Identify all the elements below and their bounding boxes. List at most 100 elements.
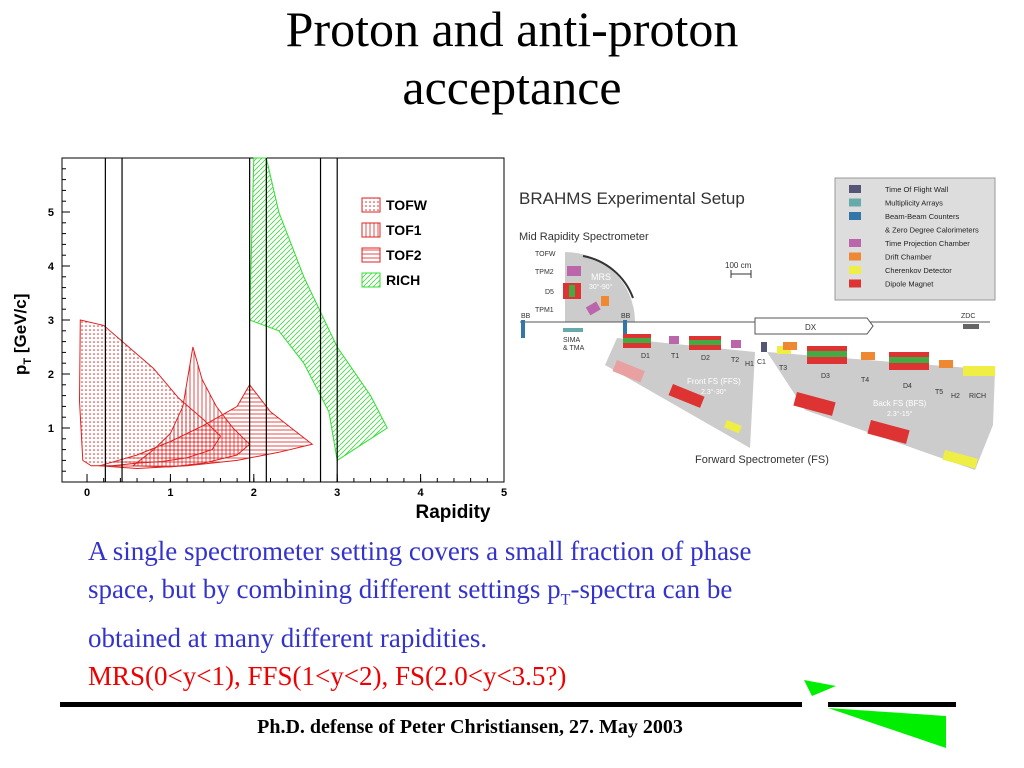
zdc bbox=[963, 324, 979, 329]
mrs-label: Mid Rapidity Spectrometer bbox=[519, 231, 649, 243]
brahms-logo bbox=[804, 680, 946, 748]
body-line-3: obtained at many different rapidities. bbox=[88, 623, 488, 654]
legend-swatch-tofw bbox=[361, 197, 381, 213]
h1-label: H1 bbox=[745, 361, 754, 368]
ffs-label: Front FS (FFS) bbox=[687, 377, 741, 386]
rich-detector bbox=[963, 366, 995, 376]
d4-core bbox=[889, 357, 929, 363]
h2-label: H2 bbox=[951, 393, 960, 400]
tpm2-label: TPM2 bbox=[535, 269, 554, 276]
tpm1-label: TPM1 bbox=[535, 307, 554, 314]
rich-label: RICH bbox=[969, 393, 986, 400]
slide-body: A single spectrometer setting covers a s… bbox=[88, 532, 968, 695]
mrs-angle: 30°-90° bbox=[589, 283, 613, 291]
sima-array bbox=[563, 328, 583, 332]
x-tick-label: 2 bbox=[251, 487, 257, 499]
acceptance-chart: 0 1 2 3 4 5 1 2 3 4 5 pT [GeV/c] Rapidity TOFW TOF1… bbox=[11, 157, 507, 523]
dx-magnet bbox=[754, 317, 874, 335]
d2-label: D2 bbox=[701, 355, 710, 362]
t5-label: T5 bbox=[935, 389, 943, 396]
mrs-dc bbox=[601, 296, 609, 306]
chart-legend: TOFW TOF1 TOF2 RICH bbox=[361, 197, 428, 288]
y-tick-label: 2 bbox=[48, 369, 54, 381]
setup-legend-box bbox=[834, 177, 996, 301]
zdc-label: ZDC bbox=[961, 313, 975, 320]
ffs-d1-alt bbox=[612, 360, 645, 383]
body-line-2: space, but by combining different settin… bbox=[88, 574, 733, 609]
tpm1-chamber bbox=[585, 301, 601, 316]
t4-label: T4 bbox=[861, 377, 869, 384]
c1-label: C1 bbox=[757, 359, 766, 366]
d1-core bbox=[623, 338, 651, 343]
y-tick-label: 3 bbox=[48, 315, 54, 327]
h1-tof bbox=[761, 342, 767, 352]
d3-core bbox=[807, 351, 847, 357]
bb-left-label: BB bbox=[521, 313, 531, 320]
bb-right-label: BB bbox=[621, 313, 631, 320]
legend-label-tof2: TOF2 bbox=[386, 247, 422, 263]
setup-legend-label: Drift Chamber bbox=[885, 253, 932, 262]
setup-legend-swatch bbox=[849, 198, 861, 207]
bb-left bbox=[521, 320, 525, 338]
scale-label: 100 cm bbox=[725, 261, 752, 270]
x-axis-label: Rapidity bbox=[416, 502, 491, 523]
footer-rule-left bbox=[60, 702, 802, 707]
y-tick-label: 1 bbox=[48, 423, 54, 435]
t3-label: T3 bbox=[779, 365, 787, 372]
fs-label: Forward Spectrometer (FS) bbox=[695, 454, 829, 466]
tpm2-chamber bbox=[567, 266, 581, 276]
title-line-2: acceptance bbox=[402, 59, 622, 115]
setup-legend-swatch bbox=[849, 266, 861, 274]
tofw-label: TOFW bbox=[535, 251, 556, 258]
bfs-region bbox=[767, 352, 995, 470]
x-tick-label: 5 bbox=[501, 487, 507, 499]
t5-dc bbox=[939, 360, 953, 368]
y-tick-label: 4 bbox=[48, 261, 55, 273]
ffs-c1-alt bbox=[724, 419, 742, 434]
scale-bar bbox=[730, 270, 752, 278]
bfs-rich-alt bbox=[942, 450, 978, 469]
body-line-1: A single spectrometer setting covers a s… bbox=[88, 536, 752, 566]
bfs-label: Back FS (BFS) bbox=[873, 399, 927, 408]
legend-swatch-tof2 bbox=[361, 247, 381, 263]
bfs-d4-alt bbox=[867, 419, 910, 444]
mrs-wedge bbox=[565, 252, 635, 322]
ffs-angle: 2.3°-30° bbox=[701, 388, 727, 396]
setup-legend-swatch bbox=[849, 279, 861, 288]
logo-large-wedge bbox=[828, 708, 946, 748]
legend-swatch-rich bbox=[361, 272, 381, 288]
setup-legend-swatch bbox=[849, 185, 861, 193]
legend-label-rich: RICH bbox=[386, 272, 420, 288]
d5-label: D5 bbox=[545, 289, 554, 296]
d5-magnet-core bbox=[569, 285, 575, 297]
d3-label: D3 bbox=[821, 373, 830, 380]
t1-label: T1 bbox=[671, 353, 679, 360]
setup-legend-label: Beam-Beam Counters bbox=[885, 212, 959, 221]
d1-label: D1 bbox=[641, 353, 650, 360]
brahms-setup-diagram: BRAHMS Experimental Setup Mid Rapidity S… bbox=[519, 177, 996, 470]
rapidity-ranges: MRS(0<y<1), FFS(1<y<2), FS(2.0<y<3.5?) bbox=[88, 661, 567, 692]
footer-rule-right bbox=[828, 702, 956, 707]
bfs-d3-alt bbox=[793, 392, 836, 416]
setup-legend-swatch bbox=[849, 239, 861, 247]
ffs-d2-alt bbox=[668, 384, 705, 408]
slide-title: Proton and anti-proton acceptance bbox=[0, 0, 1024, 116]
x-tick-label: 3 bbox=[334, 487, 340, 499]
sima-label: SIMA bbox=[563, 337, 580, 344]
t4-dc bbox=[861, 352, 875, 360]
d2-core bbox=[689, 340, 721, 345]
footer-text: Ph.D. defense of Peter Christiansen, 27.… bbox=[257, 716, 683, 738]
acceptance-region-rich bbox=[249, 157, 388, 462]
legend-label-tofw: TOFW bbox=[386, 197, 428, 213]
setup-legend-label: Multiplicity Arrays bbox=[885, 199, 943, 208]
y-tick-label: 5 bbox=[48, 207, 54, 219]
t2-chamber bbox=[731, 340, 741, 348]
mrs-arc bbox=[582, 255, 634, 299]
bfs-angle: 2.3°-15° bbox=[887, 410, 913, 418]
setup-legend-label: Dipole Magnet bbox=[885, 280, 934, 289]
t1-chamber bbox=[669, 336, 679, 344]
setup-legend-label: & Zero Degree Calorimeters bbox=[885, 226, 979, 235]
tma-label: & TMA bbox=[563, 345, 585, 352]
d4-label: D4 bbox=[903, 383, 912, 390]
mrs-tag: MRS bbox=[591, 272, 611, 282]
